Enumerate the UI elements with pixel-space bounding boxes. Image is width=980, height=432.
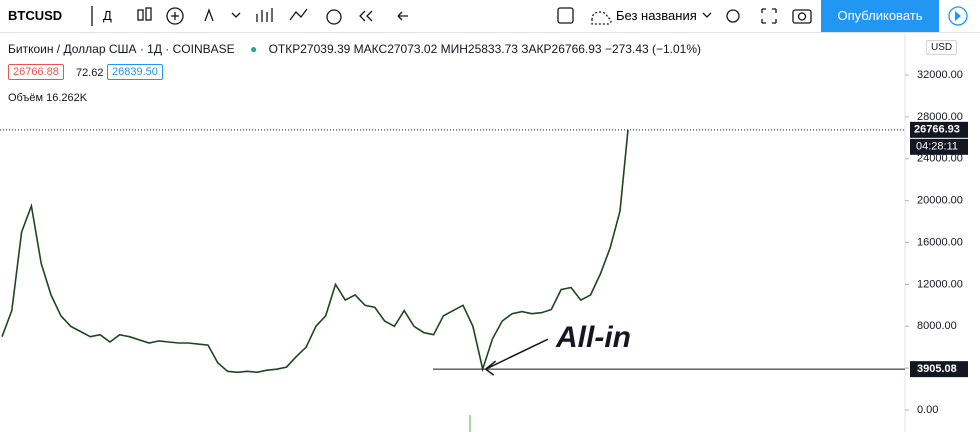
y-tick-label: 24000.00 (917, 153, 963, 165)
high-label: МАКС (353, 42, 388, 56)
low: 25833.73 (467, 42, 518, 56)
toolbar: BTCUSD Д Без названия Опубликовать (0, 0, 980, 33)
marker-label: 3905.08 (917, 363, 957, 375)
spread: 72.62 (76, 67, 104, 79)
currency[interactable]: USD (926, 40, 958, 55)
y-tick-label: 32000.00 (917, 69, 963, 81)
last-price-label: 26766.93 (914, 124, 960, 136)
open-label: ОТКР (268, 42, 301, 56)
volume-row: Объём 16.262K (8, 92, 87, 104)
annotation: All-in (555, 321, 631, 354)
y-tick-label: 28000.00 (917, 111, 963, 123)
price-line (1, 202, 621, 374)
layout-name[interactable]: Без названия (616, 8, 697, 23)
open: 27039.39 (300, 42, 351, 56)
countdown: 04:28:11 (916, 141, 958, 153)
status-dot: ● (249, 42, 258, 56)
last-segment (619, 129, 629, 212)
marker-box (910, 361, 968, 378)
countdown-box (910, 138, 968, 155)
volume: 16.262K (46, 92, 88, 104)
y-tick-label: 0.00 (917, 404, 938, 416)
bid[interactable]: 26766.88 (8, 64, 64, 80)
y-tick-label: 20000.00 (917, 195, 963, 207)
chart: 0.004000.008000.0012000.0016000.0020000.… (0, 32, 968, 432)
volume-label: Объём (8, 92, 44, 104)
interval[interactable]: Д (103, 8, 112, 23)
close: 26766.93 (551, 42, 602, 56)
legend-row: Биткоин / Доллар США · 1Д · COINBASE ● О… (8, 42, 701, 56)
annotation-arrow (485, 338, 549, 376)
high: 27073.02 (387, 42, 438, 56)
symbol[interactable]: BTCUSD (8, 8, 63, 23)
change: −273.43 (−1.01%) (604, 42, 702, 56)
publish-button[interactable]: Опубликовать (821, 0, 939, 32)
y-tick-label: 16000.00 (917, 236, 963, 248)
legend-title: Биткоин / Доллар США · 1Д · COINBASE (8, 42, 235, 56)
y-tick-label: 8000.00 (917, 320, 957, 332)
low-label: МИН (440, 42, 468, 56)
last-price-box (910, 121, 968, 138)
ask[interactable]: 26839.50 (107, 64, 163, 80)
toolbar-icons (91, 6, 968, 26)
close-label: ЗАКР (521, 42, 552, 56)
y-tick-label: 12000.00 (917, 278, 963, 290)
